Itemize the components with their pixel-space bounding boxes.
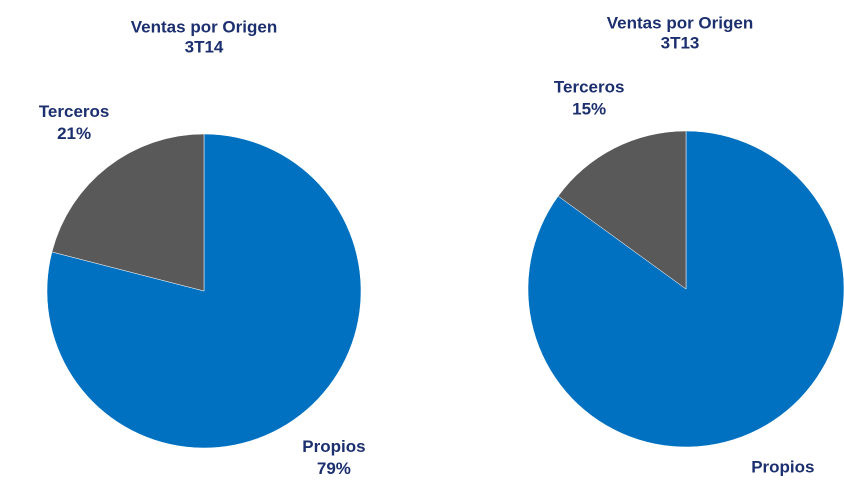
chart-title: Ventas por Origen — [131, 17, 277, 36]
slice-label: Propios — [751, 458, 814, 477]
pie-slice — [557, 130, 687, 290]
pie-slice — [51, 133, 205, 292]
pie-slice — [46, 133, 362, 449]
slice-value-label: 79% — [317, 459, 351, 478]
slice-label: Terceros — [554, 77, 625, 96]
chart-subtitle: 3T13 — [661, 33, 700, 52]
slice-value-label: 15% — [572, 99, 606, 118]
chart-subtitle: 3T14 — [185, 37, 224, 56]
slice-value-label: 21% — [57, 124, 91, 143]
chart-title: Ventas por Origen — [607, 13, 753, 32]
slice-label: Propios — [302, 437, 365, 456]
slice-label: Terceros — [39, 102, 110, 121]
